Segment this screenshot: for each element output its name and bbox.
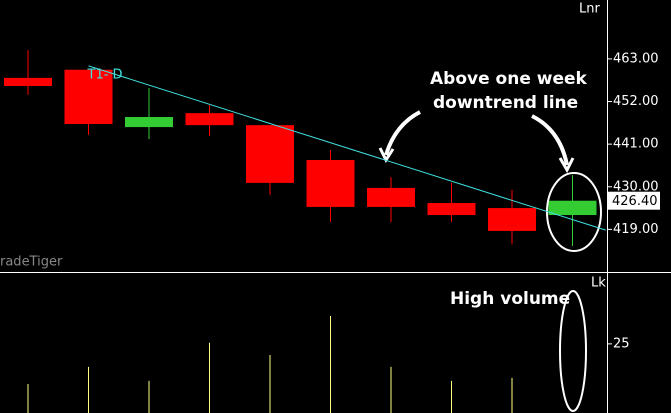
- annotation: downtrend line: [433, 93, 578, 113]
- volume-unit: Lk: [591, 276, 606, 291]
- candle-body: [125, 117, 173, 128]
- price-unit: Lnr: [579, 2, 600, 17]
- trendline: [88, 65, 606, 231]
- arrow: [384, 110, 421, 156]
- y-tick-label: 452.00: [613, 94, 659, 109]
- last-price-label: 426.40: [612, 194, 658, 209]
- watermark: radeTiger: [0, 255, 63, 270]
- last-price-box: [608, 191, 660, 210]
- arrow: [531, 114, 569, 166]
- candle-body: [246, 125, 294, 183]
- y-tick-label: 463.00: [613, 51, 659, 66]
- candle-body: [488, 208, 536, 231]
- annotation: High volume: [450, 289, 570, 309]
- arrow-head: [558, 157, 575, 174]
- candle-body: [427, 203, 476, 216]
- y-tick-label: 419.00: [613, 222, 659, 237]
- y-tick-label: 441.00: [613, 137, 659, 152]
- candle-body: [367, 187, 415, 207]
- candle-body: [548, 200, 597, 216]
- candle-body: [185, 113, 234, 126]
- annotation: Above one week: [430, 69, 588, 89]
- y-tick-label: 25: [613, 336, 630, 351]
- highlight-ellipse: [559, 290, 587, 412]
- y-tick-label: 430.00: [613, 179, 659, 194]
- candle-body: [64, 69, 113, 124]
- candle-body: [4, 77, 52, 87]
- trendline-label: T1- D: [87, 68, 123, 83]
- candle-body: [306, 160, 355, 207]
